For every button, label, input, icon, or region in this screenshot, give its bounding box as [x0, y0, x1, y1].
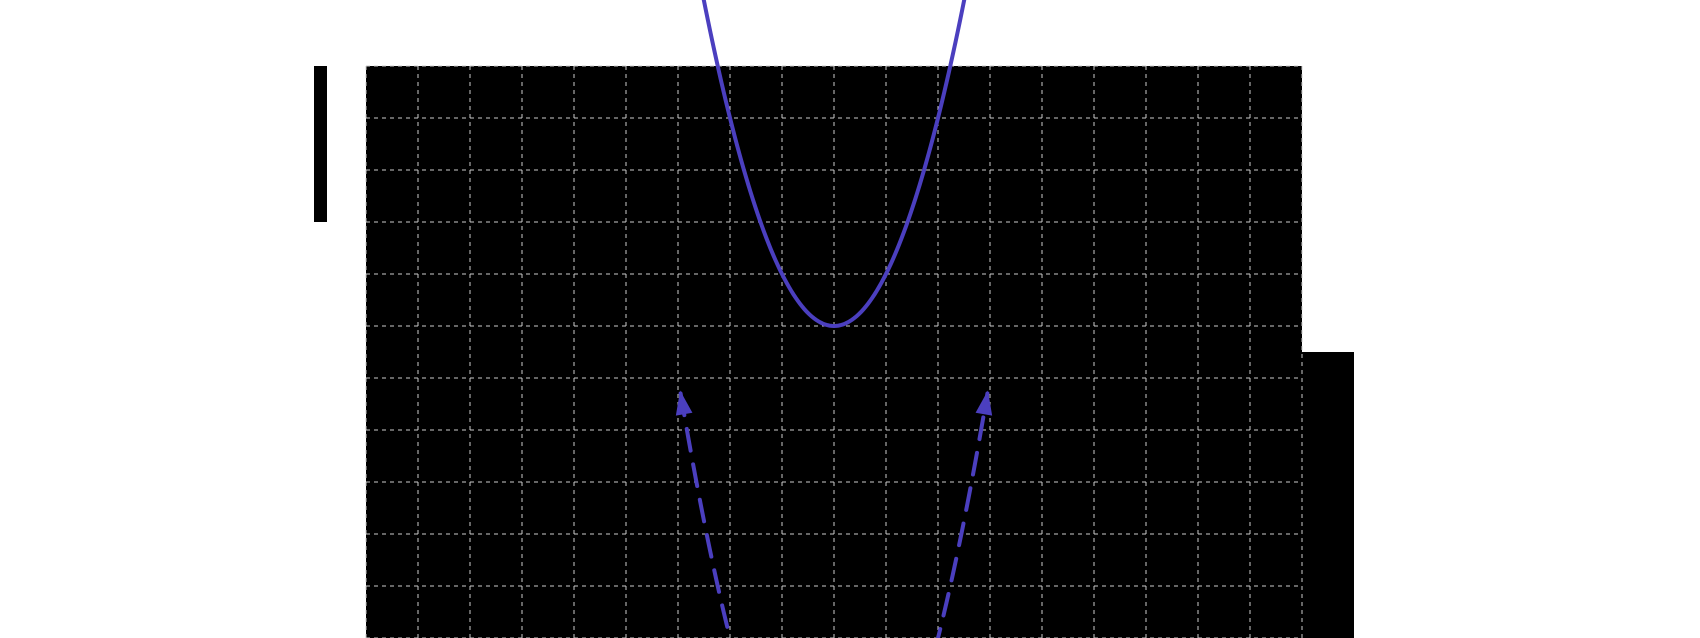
panel-rect-2	[314, 66, 327, 222]
panel-rect-1	[366, 352, 1354, 638]
chart-svg	[0, 0, 1700, 638]
chart-stage	[0, 0, 1700, 638]
